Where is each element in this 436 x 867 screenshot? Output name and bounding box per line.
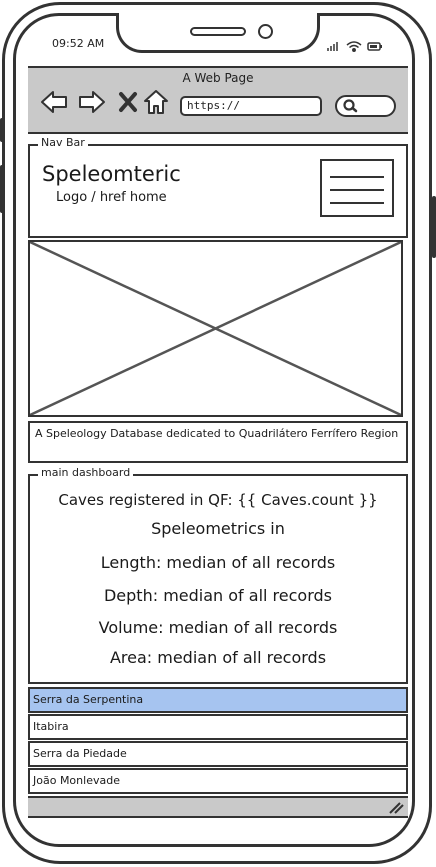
front-camera — [258, 24, 273, 39]
hero-image-placeholder — [28, 240, 403, 417]
forward-arrow-icon[interactable] — [78, 88, 106, 116]
mute-switch — [0, 118, 4, 142]
dashboard-legend: main dashboard — [38, 467, 134, 479]
home-icon[interactable] — [142, 88, 170, 116]
status-time: 09:52 AM — [52, 37, 105, 50]
speaker-grille — [190, 27, 246, 36]
power-button — [432, 196, 436, 258]
volume-median-text: Volume: median of all records — [98, 618, 338, 637]
list-item[interactable]: Itabira — [28, 714, 408, 740]
back-arrow-icon[interactable] — [40, 88, 68, 116]
battery-icon — [367, 42, 382, 51]
brand-logo-link[interactable]: Speleomteric — [42, 162, 181, 186]
wifi-icon — [346, 41, 362, 52]
browser-bottom-bar — [28, 796, 408, 818]
caves-count-text: Caves registered in QF: {{ Caves.count }… — [58, 491, 378, 509]
resize-handle-icon — [389, 802, 404, 814]
close-icon[interactable] — [116, 88, 144, 116]
url-input[interactable]: https:// — [180, 96, 322, 116]
list-item[interactable]: Serra da Piedade — [28, 741, 408, 767]
search-icon — [343, 99, 358, 113]
main-dashboard: Caves registered in QF: {{ Caves.count }… — [28, 474, 408, 684]
page-title: A Web Page — [182, 71, 254, 85]
speleometrics-heading: Speleometrics in — [151, 519, 285, 538]
volume-button — [0, 165, 4, 213]
nav-bar: Speleomteric Logo / href home — [28, 144, 408, 238]
length-median-text: Length: median of all records — [100, 553, 336, 572]
hamburger-menu-icon[interactable] — [320, 159, 394, 217]
status-icons — [326, 37, 386, 52]
depth-median-text: Depth: median of all records — [103, 586, 332, 605]
area-median-text: Area: median of all records — [109, 648, 327, 667]
signal-icon — [327, 42, 338, 51]
brand-subtitle: Logo / href home — [56, 190, 167, 205]
site-tagline: A Speleology Database dedicated to Quadr… — [28, 421, 408, 463]
search-field[interactable] — [335, 95, 396, 117]
nav-bar-legend: Nav Bar — [38, 137, 88, 149]
list-item[interactable]: Serra da Serpentina — [28, 687, 408, 713]
browser-toolbar: A Web Page https:// — [28, 66, 408, 134]
list-item[interactable]: João Monlevade — [28, 768, 408, 794]
